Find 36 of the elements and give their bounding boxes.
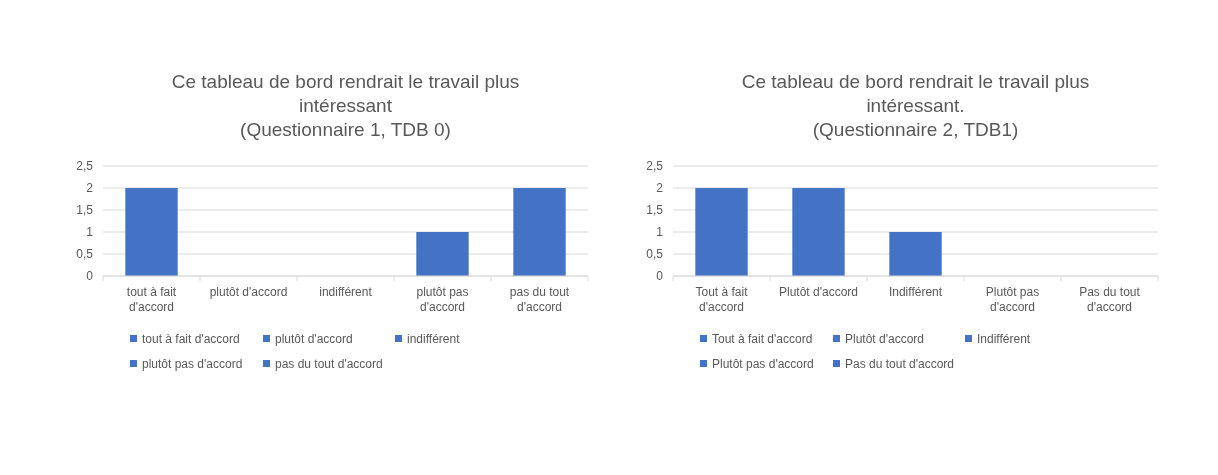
- y-tick-label: 0,5: [646, 247, 664, 262]
- x-tick-label: indifférent: [319, 285, 373, 299]
- x-tick-label: plutôt d'accord: [209, 285, 288, 299]
- y-tick-label: 1: [656, 225, 664, 240]
- x-tick-label: Tout à fait d'accord: [695, 285, 749, 314]
- y-tick-label: 1,5: [646, 203, 664, 218]
- x-tick-label: Indifférent: [888, 285, 943, 299]
- legend-label: plutôt pas d'accord: [142, 357, 243, 372]
- legend-label: tout à fait d'accord: [142, 332, 240, 347]
- y-tick-label: 1,5: [76, 203, 94, 218]
- y-tick-label: 2,5: [76, 159, 94, 174]
- x-tick-label: pas du tout d'accord: [509, 285, 570, 314]
- chart-subtitle: (Questionnaire 2, TDB1): [812, 119, 1019, 140]
- x-tick-label: plutôt pas d'accord: [416, 285, 469, 314]
- y-tick-label: 1: [86, 225, 94, 240]
- legend-label: Plutôt d'accord: [845, 332, 925, 347]
- legend-label: Indifférent: [977, 332, 1031, 347]
- chart-title: Ce tableau de bord rendrait le travail plus intéressant.: [741, 71, 1090, 116]
- legend-label: plutôt d'accord: [275, 332, 353, 347]
- y-tick-label: 2: [656, 181, 664, 196]
- legend-label: Plutôt pas d'accord: [712, 357, 814, 372]
- legend-label: Pas du tout d'accord: [845, 357, 955, 372]
- x-tick-label: Plutôt d'accord: [778, 285, 859, 299]
- y-tick-label: 2: [86, 181, 94, 196]
- x-tick-label: tout à fait d'accord: [126, 285, 177, 314]
- x-tick-label: Plutôt pas d'accord: [985, 285, 1040, 314]
- y-tick-label: 2,5: [646, 159, 664, 174]
- chart-subtitle: (Questionnaire 1, TDB 0): [240, 119, 451, 140]
- y-tick-label: 0: [656, 269, 664, 284]
- x-tick-label: Pas du tout d'accord: [1079, 285, 1141, 314]
- legend-label: pas du tout d'accord: [275, 357, 383, 372]
- legend-label: Tout à fait d'accord: [712, 332, 813, 347]
- y-tick-label: 0: [86, 269, 94, 284]
- chart-title: Ce tableau de bord rendrait le travail plus intéressant: [171, 71, 520, 116]
- legend-label: indifférent: [407, 332, 461, 347]
- y-tick-label: 0,5: [76, 247, 94, 262]
